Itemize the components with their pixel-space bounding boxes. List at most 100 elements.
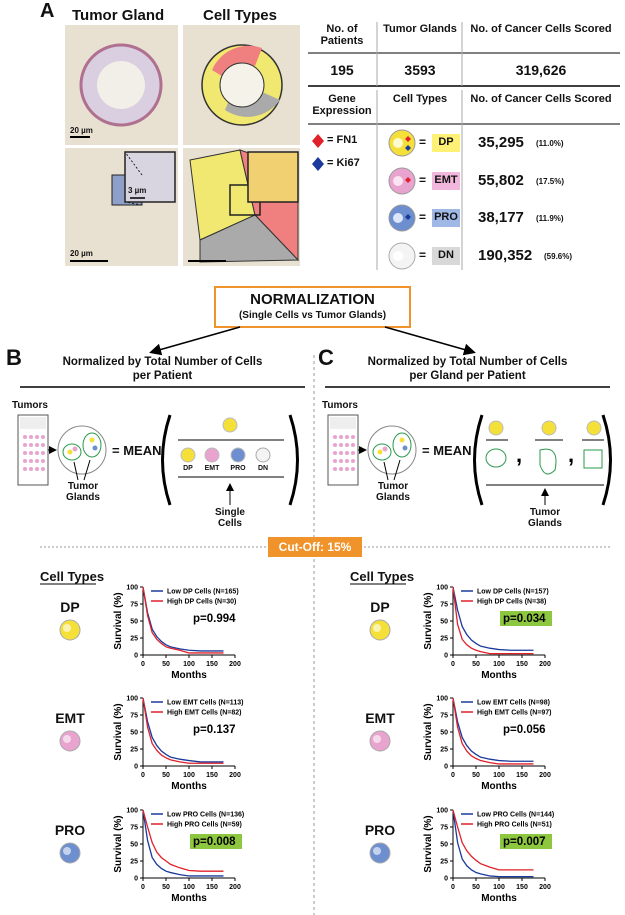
image-title: Tumor Gland — [72, 7, 165, 24]
panel-letter: B — [6, 345, 22, 370]
survival-curve — [452, 697, 534, 762]
cell-glyph — [63, 624, 71, 632]
equals-sign: = — [419, 173, 427, 187]
svg-text:,: , — [516, 442, 522, 467]
group-label: PRO — [54, 822, 86, 838]
diagram-label: Tumor Glands — [66, 481, 100, 503]
x-tick-label: 100 — [183, 661, 195, 668]
x-tick-label: 50 — [162, 884, 170, 891]
cell-glyph — [63, 847, 71, 855]
diagram-b — [17, 414, 299, 506]
legend-label: Low EMT Cells (N=98) — [477, 700, 550, 707]
diagram-label: Tumors — [322, 400, 358, 411]
y-tick-label: 75 — [440, 602, 448, 609]
x-tick-label: 100 — [493, 884, 505, 891]
gene-label: = FN1 — [327, 134, 358, 146]
legend-label: High DP Cells (N=30) — [167, 599, 236, 606]
x-tick-label: 200 — [229, 772, 241, 779]
x-tick-label: 0 — [141, 884, 145, 891]
panel-title: Normalized by Total Number of Cells — [367, 356, 568, 368]
p-highlight — [500, 834, 552, 849]
y-tick-label: 100 — [126, 585, 138, 592]
y-tick-label: 50 — [440, 730, 448, 737]
legend-label: Low DP Cells (N=157) — [477, 589, 549, 596]
x-tick-label: 150 — [206, 661, 218, 668]
x-tick-label: 0 — [141, 661, 145, 668]
survival-curve — [142, 809, 224, 877]
gene-icons — [312, 134, 324, 171]
y-tick-label: 50 — [440, 619, 448, 626]
x-tick-label: 50 — [472, 884, 480, 891]
x-tick-label: 100 — [183, 884, 195, 891]
y-tick-label: 0 — [444, 764, 448, 771]
y-tick-label: 0 — [134, 653, 138, 660]
y-axis-label: Survival (%) — [113, 592, 124, 649]
panel-title: per Patient — [132, 370, 193, 382]
gene-label: = Ki67 — [327, 157, 360, 169]
legend-label: High PRO Cells (N=51) — [477, 822, 552, 829]
cell-count: 38,177 — [478, 209, 524, 226]
y-tick-label: 75 — [130, 602, 138, 609]
survival-curve — [142, 697, 224, 763]
y-tick-label: 50 — [130, 842, 138, 849]
equals-sign: = — [419, 210, 427, 224]
table-value: 3593 — [404, 62, 436, 78]
cell-glyph — [373, 624, 381, 632]
table-header: Tumor Glands — [383, 23, 457, 35]
panel-title: per Gland per Patient — [409, 370, 526, 382]
x-tick-label: 200 — [539, 884, 551, 891]
group-label: EMT — [55, 710, 85, 726]
y-tick-label: 0 — [444, 653, 448, 660]
x-tick-label: 200 — [539, 772, 551, 779]
arrow — [149, 326, 241, 356]
survival-curve — [142, 809, 224, 872]
y-tick-label: 100 — [436, 585, 448, 592]
y-axis-label: Survival (%) — [423, 592, 434, 649]
p-value: p=0.137 — [193, 724, 236, 736]
p-highlight — [500, 611, 552, 626]
x-tick-label: 50 — [162, 772, 170, 779]
x-axis-label: Months — [481, 781, 517, 792]
equals-sign: = — [419, 248, 427, 262]
x-axis-label: Months — [481, 893, 517, 904]
table-header: Cell Types — [392, 93, 448, 105]
group-label: EMT — [365, 710, 395, 726]
cell-count: 55,802 — [478, 172, 524, 189]
group-label: DP — [60, 599, 80, 615]
y-tick-label: 100 — [126, 696, 138, 703]
y-tick-label: 25 — [440, 859, 448, 866]
x-tick-label: 0 — [451, 772, 455, 779]
p-value: p=0.056 — [503, 724, 546, 736]
legend-label: High EMT Cells (N=82) — [167, 710, 241, 717]
arrow — [384, 326, 476, 356]
diagram-label: Single Cells — [214, 507, 245, 529]
cell-percent: (11.9%) — [536, 214, 564, 223]
cell-type-label: PRO — [434, 211, 458, 223]
cell-type-label: DP — [438, 136, 454, 148]
y-tick-label: 100 — [436, 696, 448, 703]
survival-curve — [452, 586, 534, 655]
p-value: p=0.994 — [193, 613, 236, 625]
x-tick-label: 200 — [229, 884, 241, 891]
x-axis-label: Months — [171, 670, 207, 681]
y-tick-label: 100 — [436, 808, 448, 815]
x-tick-label: 200 — [539, 661, 551, 668]
cell-percent: (11.0%) — [536, 139, 564, 148]
diagram-c: , , — [327, 414, 612, 506]
y-tick-label: 25 — [130, 859, 138, 866]
x-tick-label: 0 — [451, 884, 455, 891]
normalization-title: NORMALIZATION — [250, 291, 375, 308]
diagram-label: Tumors — [12, 400, 48, 411]
table-value: 319,626 — [515, 62, 567, 78]
y-tick-label: 50 — [440, 842, 448, 849]
p-value: p=0.034 — [503, 613, 546, 625]
y-axis-label: Survival (%) — [423, 815, 434, 872]
cell-glyph — [63, 735, 71, 743]
table-header: Gene Expression — [312, 93, 372, 117]
survival-curve — [452, 697, 534, 765]
x-tick-label: 150 — [516, 772, 528, 779]
cell-count: 190,352 — [478, 247, 533, 264]
survival-curve — [142, 586, 224, 652]
cutoff-box — [268, 537, 362, 557]
